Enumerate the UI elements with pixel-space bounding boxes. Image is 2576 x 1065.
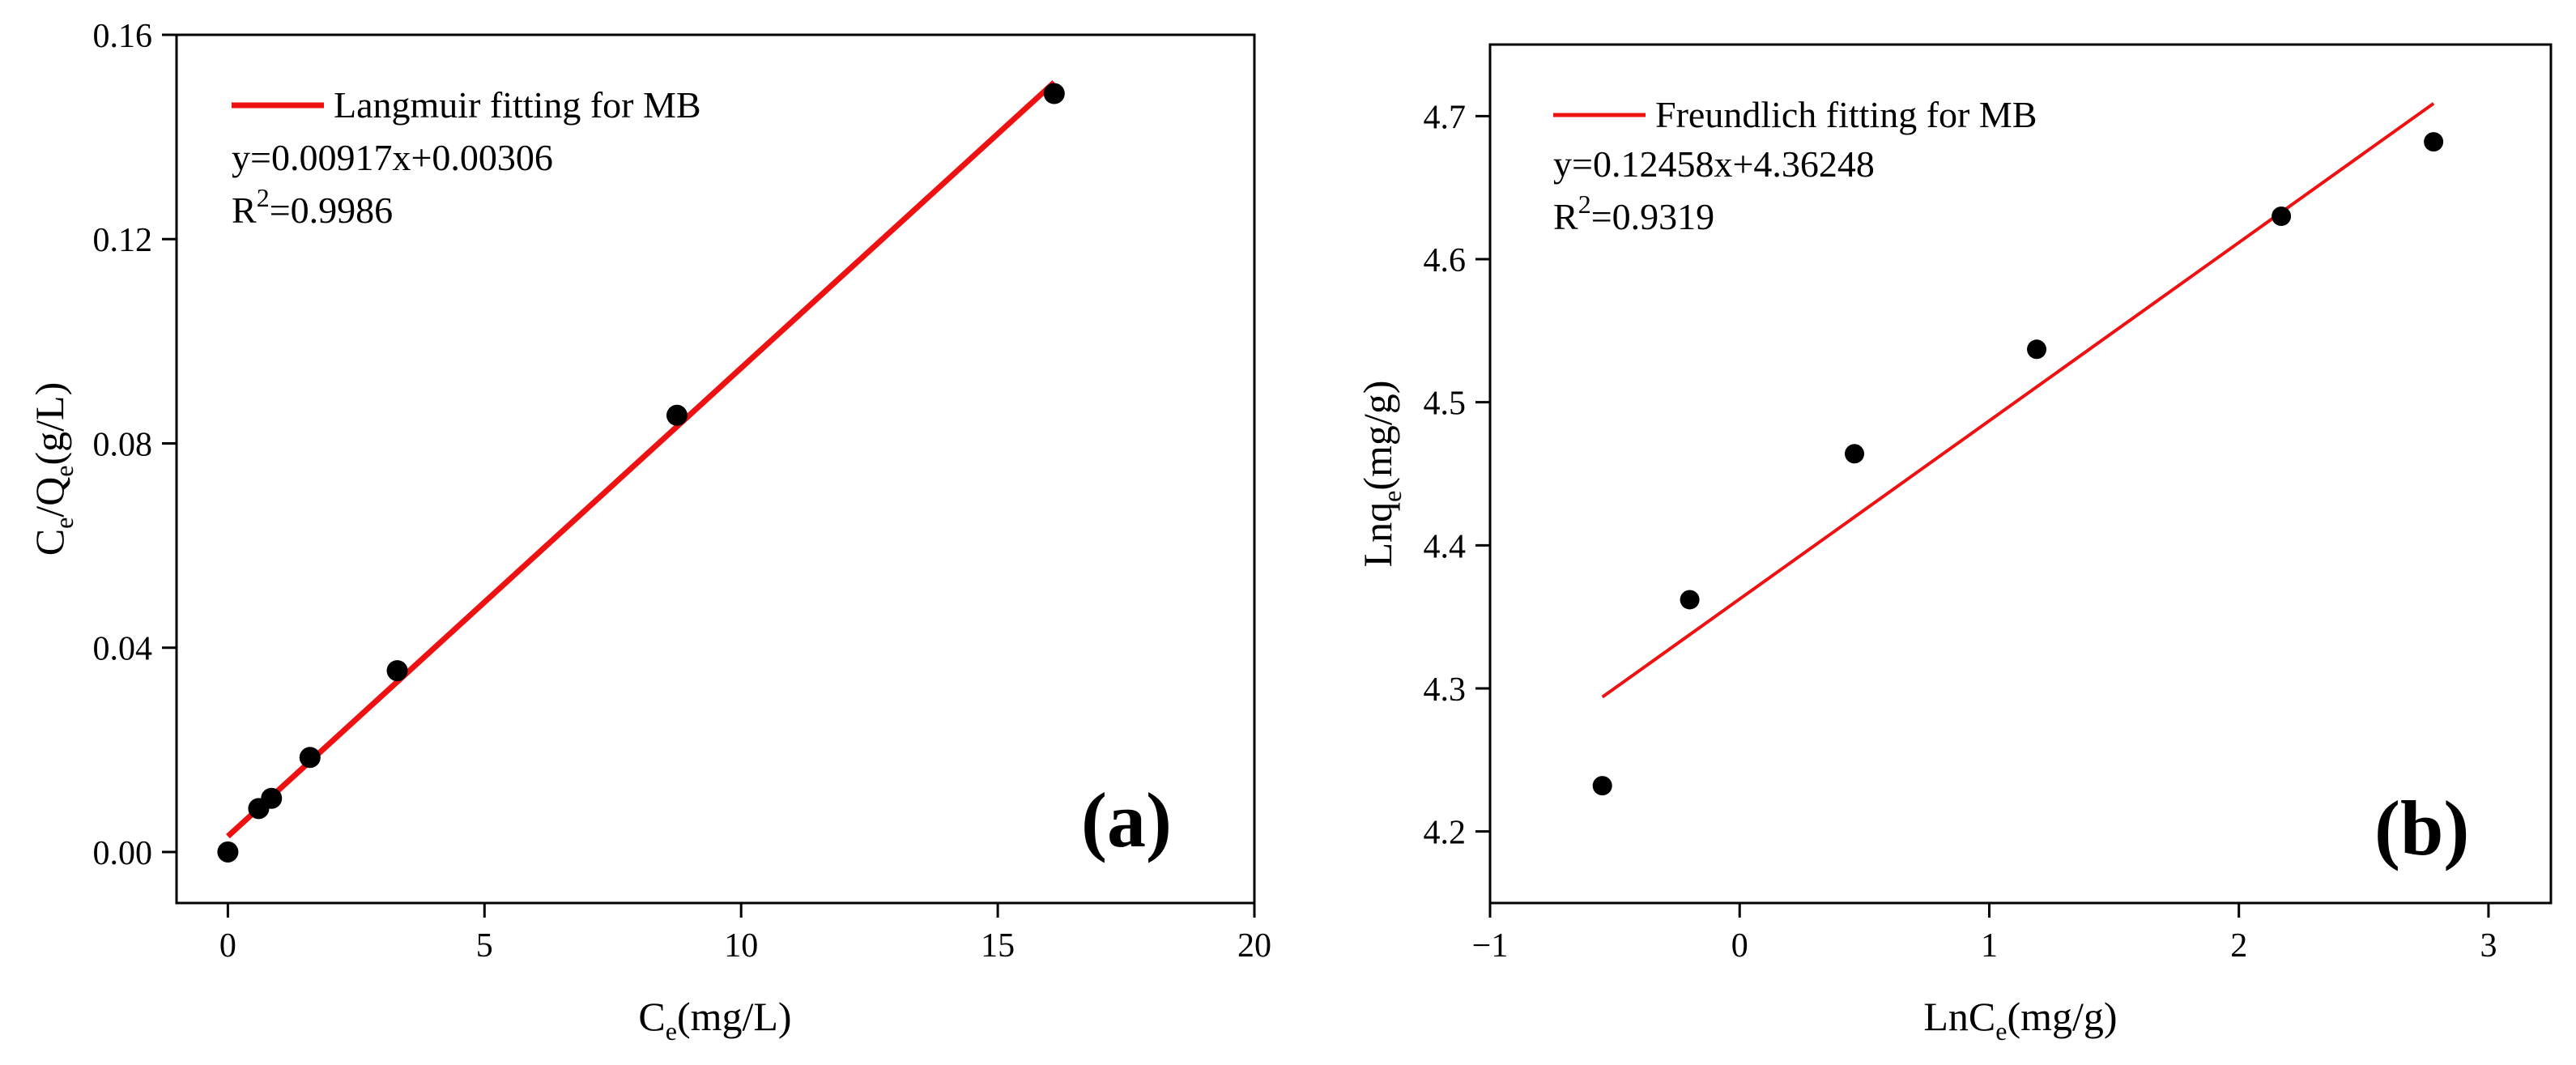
y-axis-title-unit: (mg/g) bbox=[1355, 381, 1400, 491]
r-squared-value: =0.9986 bbox=[270, 190, 393, 231]
plot-area-frame bbox=[1488, 43, 2553, 905]
x-axis-ticks: −1 0 1 2 3 bbox=[1472, 903, 2497, 965]
data-point bbox=[666, 404, 688, 426]
y-tick-label: 4.5 bbox=[1424, 386, 1467, 423]
x-tick-label: 5 bbox=[476, 927, 493, 965]
y-axis-title-sub1: e bbox=[49, 518, 79, 529]
r-squared: R2=0.9319 bbox=[1553, 190, 1714, 237]
x-axis-title-unit: (mg/g) bbox=[2008, 994, 2118, 1039]
data-point bbox=[2272, 207, 2292, 226]
x-tick-label: 20 bbox=[1237, 927, 1271, 965]
r-squared-letter: R bbox=[232, 190, 257, 231]
r-squared: R2=0.9986 bbox=[232, 183, 393, 231]
fit-line bbox=[1601, 102, 2435, 699]
chart-panel-a: 0 5 10 15 20 0.00 0.04 0.08 0.12 0.16 Langmuir f… bbox=[27, 18, 1271, 1046]
data-point bbox=[386, 660, 408, 682]
y-tick-label: 4.6 bbox=[1424, 242, 1467, 279]
data-point bbox=[217, 841, 239, 863]
y-axis-ticks: 4.2 4.3 4.4 4.5 4.6 4.7 bbox=[1424, 99, 1490, 852]
plot-area-frame bbox=[175, 33, 1256, 905]
data-point bbox=[1043, 83, 1065, 104]
chart-panel-b: −1 0 1 2 3 4.2 4.3 4.4 4.5 4.6 4.7 Freundlich fit… bbox=[1355, 43, 2553, 1046]
data-point bbox=[261, 787, 283, 809]
panel-label: (a) bbox=[1081, 777, 1172, 863]
y-axis-title-part1: C bbox=[27, 529, 72, 556]
x-tick-label: 10 bbox=[724, 927, 758, 965]
r-squared-superscript: 2 bbox=[1578, 190, 1591, 219]
x-axis-title-unit: (mg/L) bbox=[677, 994, 792, 1039]
y-tick-label: 4.3 bbox=[1424, 671, 1467, 709]
data-point bbox=[299, 747, 321, 769]
y-tick-label: 4.7 bbox=[1424, 99, 1467, 136]
fit-line bbox=[226, 80, 1057, 839]
x-axis-title-subscript: e bbox=[666, 1016, 677, 1046]
r-squared-letter: R bbox=[1553, 196, 1578, 237]
x-tick-label: 0 bbox=[1731, 927, 1748, 965]
x-tick-label: 15 bbox=[981, 927, 1015, 965]
data-point bbox=[2424, 132, 2444, 152]
r-squared-value: =0.9319 bbox=[1591, 196, 1714, 237]
x-tick-label: 3 bbox=[2480, 927, 2497, 965]
y-tick-label: 0.12 bbox=[93, 222, 153, 259]
y-axis-title-main: Lnq bbox=[1355, 502, 1400, 568]
x-tick-label: 1 bbox=[1981, 927, 1998, 965]
x-axis-ticks: 0 5 10 15 20 bbox=[219, 903, 1271, 965]
x-axis-title: LnCe(mg/g) bbox=[1923, 994, 2117, 1046]
y-axis-title-unit: (g/L) bbox=[27, 382, 72, 466]
data-point bbox=[1592, 776, 1612, 796]
y-tick-label: 0.04 bbox=[93, 631, 153, 668]
legend-label: Freundlich fitting for MB bbox=[1655, 94, 2037, 135]
data-points bbox=[217, 83, 1065, 863]
x-axis-title-main: LnC bbox=[1923, 994, 1995, 1039]
legend-label: Langmuir fitting for MB bbox=[334, 84, 701, 126]
data-point bbox=[1845, 444, 1865, 464]
x-tick-label: −1 bbox=[1472, 927, 1509, 965]
y-axis-title-subscript: e bbox=[1377, 491, 1407, 502]
y-axis-title-sub2: e bbox=[49, 465, 79, 476]
y-tick-label: 4.4 bbox=[1424, 528, 1467, 565]
y-axis-title: Ce/Qe(g/L) bbox=[27, 382, 79, 556]
y-axis-ticks: 0.00 0.04 0.08 0.12 0.16 bbox=[93, 18, 177, 872]
fit-equation: y=0.12458x+4.36248 bbox=[1553, 143, 1875, 185]
y-tick-label: 0.08 bbox=[93, 426, 153, 463]
x-axis-title: Ce(mg/L) bbox=[638, 994, 791, 1046]
x-axis-title-subscript: e bbox=[1995, 1016, 2007, 1046]
data-point bbox=[1680, 590, 1700, 610]
x-tick-label: 2 bbox=[2230, 927, 2247, 965]
data-point bbox=[2027, 339, 2047, 360]
y-tick-label: 0.00 bbox=[93, 835, 153, 872]
fit-equation: y=0.00917x+0.00306 bbox=[232, 137, 553, 178]
y-tick-label: 4.2 bbox=[1424, 815, 1467, 852]
x-tick-label: 0 bbox=[219, 927, 236, 965]
fit-line-group bbox=[1601, 102, 2435, 699]
panel-label: (b) bbox=[2374, 785, 2469, 871]
y-axis-title-part2: /Q bbox=[27, 477, 72, 518]
data-points bbox=[1592, 132, 2444, 796]
r-squared-superscript: 2 bbox=[257, 183, 270, 212]
x-axis-title-main: C bbox=[638, 994, 665, 1039]
fit-line-group bbox=[226, 80, 1057, 839]
y-axis-title: Lnqe(mg/g) bbox=[1355, 381, 1407, 568]
y-tick-label: 0.16 bbox=[93, 18, 153, 55]
